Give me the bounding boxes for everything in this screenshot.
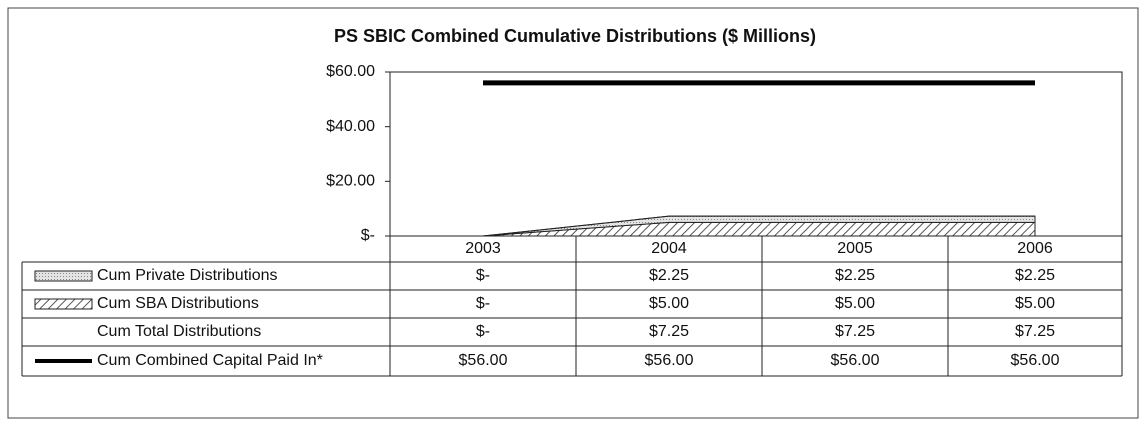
x-tick-label: 2005 [837, 240, 873, 257]
legend-label: Cum Total Distributions [97, 323, 261, 340]
plot-area [389, 71, 1123, 237]
legend-swatch [34, 270, 93, 282]
legend-label: Cum SBA Distributions [97, 295, 259, 312]
table-cell: $56.00 [645, 352, 694, 369]
table-cell: $5.00 [835, 295, 875, 312]
total-line [482, 215, 1035, 237]
y-tick-label: $20.00 [326, 173, 375, 190]
table-cell: $2.25 [1015, 267, 1055, 284]
legend-swatch [34, 298, 93, 310]
chart-title: PS SBIC Combined Cumulative Distribution… [334, 26, 816, 46]
table-cell: $7.25 [835, 323, 875, 340]
table-cell: $5.00 [649, 295, 689, 312]
table-cell: $- [476, 267, 490, 284]
frame [7, 7, 1139, 419]
table-cell: $- [476, 295, 490, 312]
table-cell: $56.00 [1011, 352, 1060, 369]
legend-label: Cum Private Distributions [97, 267, 278, 284]
table-cell: $- [476, 323, 490, 340]
table-cell: $56.00 [459, 352, 508, 369]
table-cell: $2.25 [649, 267, 689, 284]
y-tick-label: $60.00 [326, 63, 375, 80]
y-tick-label: $40.00 [326, 118, 375, 135]
y-tick-label: $- [361, 227, 375, 244]
legend-label: Cum Combined Capital Paid In* [97, 352, 323, 369]
table-cell: $7.25 [649, 323, 689, 340]
table-cell: $7.25 [1015, 323, 1055, 340]
table-cell: $56.00 [831, 352, 880, 369]
table-cell: $5.00 [1015, 295, 1055, 312]
table-cell: $2.25 [835, 267, 875, 284]
x-tick-label: 2006 [1017, 240, 1053, 257]
x-tick-label: 2003 [465, 240, 501, 257]
x-tick-label: 2004 [651, 240, 687, 257]
